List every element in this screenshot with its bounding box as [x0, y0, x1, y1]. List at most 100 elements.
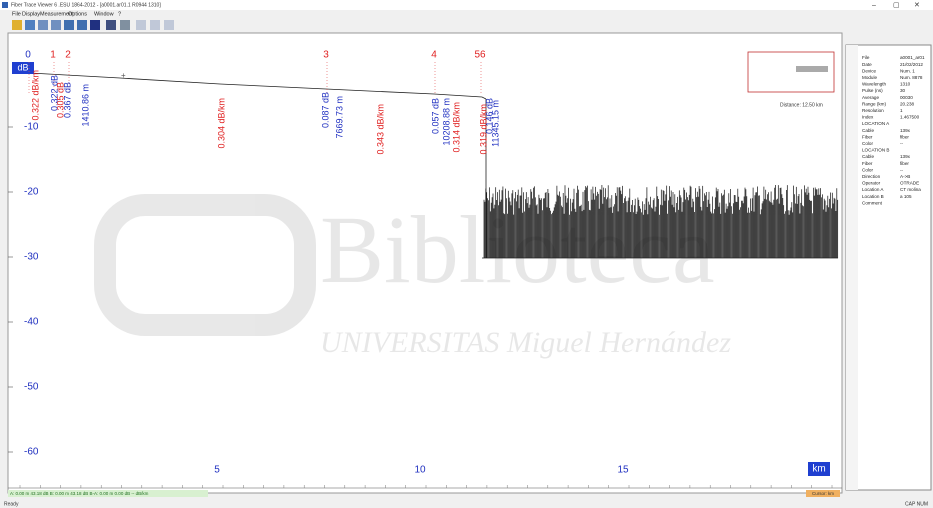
event-annotation: 0.319 dB/km	[478, 104, 488, 155]
info-key: Average	[862, 95, 879, 100]
event-annotation: 0.087 dB	[320, 92, 330, 128]
watermark-logo	[94, 194, 316, 336]
event-annotation: 0.367 dB	[62, 82, 72, 118]
info-value: 21/02/2012	[900, 62, 923, 67]
zoom-tool[interactable]	[51, 20, 61, 30]
info-value: CT molina	[900, 187, 921, 192]
plot-area[interactable]	[7, 32, 843, 494]
info-panel	[845, 44, 932, 491]
x-tick-label: 10	[414, 465, 426, 476]
event-number: 2	[65, 50, 71, 61]
disabled-tool	[164, 20, 174, 30]
overview-trace	[796, 66, 828, 72]
menu-item[interactable]: ?	[118, 11, 121, 17]
zoom-out-tool[interactable]	[77, 20, 87, 30]
info-value: 00030	[900, 95, 913, 100]
info-value: 139x	[900, 154, 911, 159]
info-value: a 105	[900, 194, 912, 199]
cursor-tool[interactable]	[90, 20, 100, 30]
cursor-strip	[8, 490, 208, 497]
info-key: LOCATION A	[862, 121, 890, 126]
title-bar	[0, 0, 933, 10]
info-key: Resolution	[862, 108, 884, 113]
close-button[interactable]: ✕	[914, 2, 920, 9]
report-tool[interactable]	[120, 20, 130, 30]
overview-label: Distance: 12.50 km	[780, 102, 823, 108]
menu-item[interactable]: Display	[22, 11, 40, 17]
event-number: 4	[431, 50, 437, 61]
disabled-tool	[136, 20, 146, 30]
print-tool[interactable]	[25, 20, 35, 30]
event-number: 3	[323, 50, 329, 61]
info-value: a0001_ar01	[900, 55, 925, 60]
info-key: Comment	[862, 200, 883, 205]
cursor-mark: +	[121, 71, 126, 80]
x-unit-box	[808, 462, 830, 476]
info-key: Location B	[862, 194, 884, 199]
status-left: Ready	[4, 501, 19, 507]
y-tick-label: -50	[24, 382, 39, 393]
info-key: LOCATION B	[862, 148, 889, 153]
event-annotation: 0.057 dB	[430, 98, 440, 134]
menu-item[interactable]: Window	[94, 11, 114, 17]
info-value: --	[900, 167, 904, 172]
info-value: fiber	[900, 161, 909, 166]
info-value: --	[900, 141, 904, 146]
event-annotation: 11345.15 m	[490, 100, 500, 147]
info-key: Date	[862, 62, 872, 67]
y-tick-label: -40	[24, 317, 39, 328]
x-tick-label: 15	[617, 465, 629, 476]
table-tool[interactable]	[106, 20, 116, 30]
open-tool[interactable]	[12, 20, 22, 30]
info-key: Location A	[862, 187, 884, 192]
event-annotation: 0.322 dB/km	[30, 70, 40, 121]
info-key: Pulse (ns)	[862, 88, 883, 93]
toolbar	[12, 20, 174, 30]
info-value: OTRADE	[900, 181, 919, 186]
info-value: 1.467500	[900, 115, 920, 120]
minimize-button[interactable]: –	[872, 2, 876, 9]
info-key: Index	[862, 115, 874, 120]
info-key: Cable	[862, 154, 874, 159]
info-value: Num. 8878	[900, 75, 923, 80]
event-annotation: 0.343 dB/km	[375, 104, 385, 155]
event-annotation: 7669.73 m	[334, 96, 344, 139]
menu-item[interactable]: Options	[68, 11, 87, 17]
y-tick-label: -20	[24, 187, 39, 198]
watermark-text: UNIVERSITAS Miguel Hernández	[320, 326, 731, 359]
disabled-tool	[150, 20, 160, 30]
event-number: 1	[50, 50, 56, 61]
cursor-box	[806, 490, 840, 497]
window-title: Fiber Trace Viewer 6 .ESU 1864-2012 - [a…	[11, 2, 161, 8]
y-tick-label: -10	[24, 122, 39, 133]
zoom-tool[interactable]	[38, 20, 48, 30]
info-key: Cable	[862, 128, 874, 133]
y-unit: dB	[17, 62, 28, 72]
info-key: Range (km)	[862, 101, 886, 106]
info-key: Color	[862, 167, 873, 172]
menu-item[interactable]: File	[12, 11, 21, 17]
event-annotation: 1410.86 m	[80, 84, 90, 127]
info-key: Module	[862, 75, 878, 80]
event-annotation: 0.304 dB/km	[216, 98, 226, 149]
info-value: 20.238	[900, 101, 914, 106]
menu-item[interactable]: Measurement	[40, 11, 74, 17]
info-value: 1	[900, 108, 903, 113]
zoom-in-tool[interactable]	[64, 20, 74, 30]
maximize-button[interactable]: ▢	[893, 2, 900, 9]
event-annotation: 10208.88 m	[441, 98, 451, 146]
x-tick-label: 5	[214, 465, 220, 476]
status-bar	[0, 500, 933, 508]
y-tick-label: -60	[24, 447, 39, 458]
info-key: Fiber	[862, 161, 873, 166]
info-key: Fiber	[862, 134, 873, 139]
x-unit: km	[812, 464, 825, 475]
y-unit-box	[12, 62, 34, 74]
cursor-readout: A: 0.00 m 43.18 dB B: 0.00 m 43.18 dB B-…	[10, 491, 149, 496]
info-key: File	[862, 55, 870, 60]
event-annotation: 0.305 dB	[55, 82, 65, 118]
status-right: CAP NUM	[905, 501, 928, 507]
trace-noise	[483, 185, 839, 258]
